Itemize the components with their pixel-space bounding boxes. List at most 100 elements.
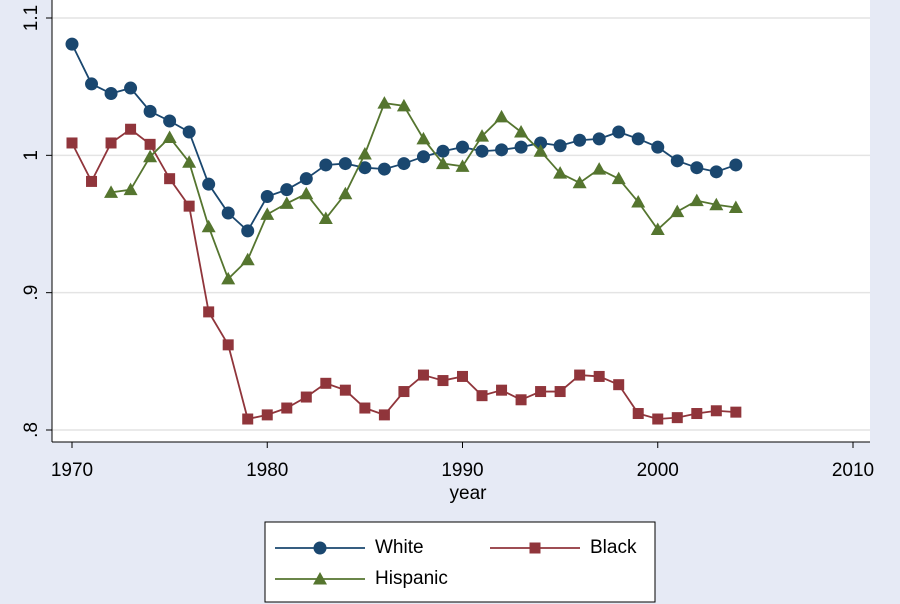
marker xyxy=(260,207,275,220)
marker xyxy=(397,157,411,171)
marker xyxy=(123,182,138,196)
marker xyxy=(572,175,587,189)
marker xyxy=(320,377,332,389)
marker xyxy=(359,402,371,414)
plot-area xyxy=(52,0,870,442)
marker xyxy=(593,370,605,382)
marker xyxy=(202,177,216,191)
marker xyxy=(611,171,626,185)
marker xyxy=(164,173,176,185)
marker xyxy=(730,406,742,418)
marker xyxy=(221,271,236,285)
x-axis-title: year xyxy=(450,483,488,504)
marker xyxy=(396,98,411,112)
y-tick-label: 1 xyxy=(21,150,42,161)
marker xyxy=(553,139,567,153)
marker xyxy=(457,370,468,382)
marker xyxy=(436,144,450,158)
marker xyxy=(143,149,158,163)
marker xyxy=(632,408,644,420)
marker xyxy=(670,154,684,168)
series xyxy=(65,37,743,238)
marker xyxy=(475,129,490,142)
marker xyxy=(221,206,235,220)
series xyxy=(66,123,742,425)
marker xyxy=(377,96,392,109)
marker xyxy=(338,186,353,200)
marker xyxy=(533,144,548,157)
legend-label: Hispanic xyxy=(375,568,448,589)
marker xyxy=(529,542,541,554)
marker xyxy=(143,104,157,118)
marker xyxy=(514,140,528,154)
marker xyxy=(339,384,351,396)
marker xyxy=(203,306,215,318)
marker xyxy=(494,109,509,123)
marker xyxy=(652,413,664,425)
marker xyxy=(534,136,548,150)
marker xyxy=(85,77,99,91)
marker xyxy=(398,386,410,398)
marker xyxy=(104,87,118,101)
marker xyxy=(260,190,274,204)
marker xyxy=(241,224,255,238)
marker xyxy=(144,138,156,150)
marker xyxy=(222,339,234,351)
marker xyxy=(709,197,724,211)
marker xyxy=(495,143,509,157)
marker xyxy=(125,123,137,135)
marker xyxy=(124,81,138,95)
marker xyxy=(105,137,117,149)
marker xyxy=(86,175,98,187)
marker xyxy=(66,137,78,149)
marker xyxy=(613,379,625,391)
marker xyxy=(162,130,177,143)
marker xyxy=(183,200,195,212)
marker xyxy=(535,386,547,398)
marker xyxy=(476,390,488,402)
marker xyxy=(338,157,352,171)
marker xyxy=(357,146,372,160)
marker xyxy=(378,409,390,421)
marker xyxy=(553,166,568,179)
marker xyxy=(631,132,645,146)
x-tick-label: 2010 xyxy=(832,460,874,481)
marker xyxy=(728,200,743,214)
marker xyxy=(104,185,119,198)
marker xyxy=(358,161,372,175)
marker xyxy=(631,195,646,208)
x-tick-label: 1990 xyxy=(441,460,483,481)
marker xyxy=(709,165,723,179)
marker xyxy=(416,131,431,145)
legend-label: Black xyxy=(590,537,637,558)
marker xyxy=(240,252,255,266)
marker xyxy=(729,158,743,172)
y-tick-label: .8 xyxy=(21,422,42,438)
marker xyxy=(318,211,333,225)
marker xyxy=(65,37,79,51)
marker xyxy=(417,369,429,381)
marker xyxy=(163,114,177,128)
marker xyxy=(514,124,529,138)
marker xyxy=(313,541,327,555)
marker xyxy=(554,386,566,398)
marker xyxy=(612,125,626,139)
marker xyxy=(651,140,665,154)
marker xyxy=(261,409,273,421)
marker xyxy=(280,183,294,197)
marker xyxy=(670,204,685,218)
marker xyxy=(300,391,312,403)
marker xyxy=(691,408,703,420)
marker xyxy=(456,140,469,154)
marker xyxy=(279,196,294,209)
marker xyxy=(299,172,313,186)
x-tick-label: 2000 xyxy=(637,460,679,481)
marker xyxy=(650,222,665,235)
legend-label: White xyxy=(375,537,424,558)
x-tick-label: 1980 xyxy=(246,460,288,481)
marker xyxy=(592,132,606,146)
legend xyxy=(264,521,656,603)
marker xyxy=(313,572,327,585)
marker xyxy=(671,412,683,424)
